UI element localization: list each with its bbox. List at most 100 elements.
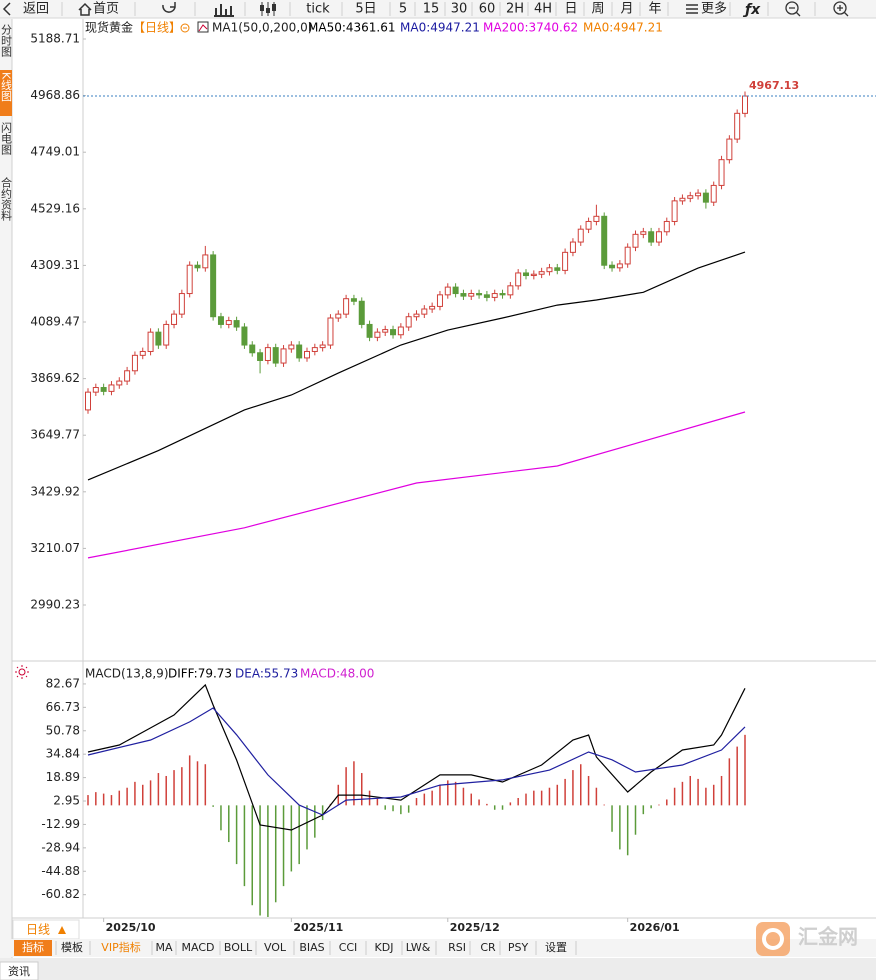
macd-bar (196, 761, 199, 806)
candle-body (710, 184, 717, 203)
macd-bar (142, 784, 144, 806)
candle-body (311, 347, 318, 352)
sidebar-tab[interactable]: 闪电图 (0, 121, 13, 156)
candle-icon-body (272, 4, 276, 11)
chart-title: 现货黄金 (85, 20, 133, 35)
y-tick-label: 34.84 (46, 747, 80, 761)
candle-body (374, 331, 381, 338)
macd-bar (298, 805, 300, 865)
macd-bar (634, 805, 637, 835)
candle-body (593, 215, 600, 222)
macd-bar (720, 775, 723, 806)
candle-body (655, 231, 662, 243)
footer-tab-bg[interactable] (0, 961, 39, 980)
indicator-tab[interactable]: VOL (264, 941, 287, 954)
toolbar-button[interactable]: 月 (620, 2, 633, 17)
toolbar-button[interactable]: tick (306, 2, 330, 17)
sidebar-tab[interactable]: 分时图 (0, 24, 13, 58)
macd-bar (454, 781, 457, 806)
toolbar-button[interactable]: 更多 (701, 1, 727, 17)
indicator-tab[interactable]: CR (480, 941, 496, 954)
macd-bar (486, 803, 488, 806)
macd-settings-rays (15, 665, 29, 679)
indicator-tab[interactable]: BIAS (299, 941, 324, 954)
macd-settings-icon[interactable] (18, 668, 26, 676)
more-icon[interactable] (686, 4, 698, 14)
candle-body (163, 323, 170, 346)
ma-icon[interactable] (197, 21, 209, 33)
active-indicator-tab (14, 940, 52, 956)
candle-body (147, 331, 154, 352)
toolbar-button[interactable]: 30 (451, 2, 468, 17)
macd-bar (314, 805, 316, 838)
legend-label: DEA:55.73 (235, 667, 298, 681)
toolbar-button[interactable]: 首页 (93, 2, 119, 17)
home-icon[interactable] (78, 2, 92, 16)
indicator-line (87, 411, 746, 559)
macd-bar (697, 778, 699, 806)
toolbar-button[interactable]: 4H (534, 2, 552, 17)
indicator-tab[interactable]: CCI (339, 941, 358, 954)
y-tick-label: 2990.23 (30, 598, 80, 612)
candle-body (131, 354, 138, 372)
candle-body (233, 320, 240, 328)
sidebar-tab[interactable]: K线图 (0, 72, 13, 102)
candle-body (350, 298, 357, 302)
indicator-tab[interactable]: PSY (508, 941, 529, 954)
toolbar-button[interactable]: 15 (423, 2, 440, 17)
candle-body (734, 112, 741, 140)
toolbar-button[interactable]: 5 (399, 2, 407, 17)
macd-bar (728, 758, 731, 806)
candle-body (264, 347, 271, 361)
zoom-out-icon[interactable] (785, 1, 799, 15)
macd-bar (188, 755, 191, 806)
indicator-tab[interactable]: 设置 (545, 941, 567, 954)
indicator-tab[interactable]: KDJ (375, 941, 394, 954)
toolbar-button[interactable]: 年 (648, 2, 661, 17)
sidebar-tab[interactable]: 合约资料 (0, 176, 13, 222)
macd-bar (368, 790, 371, 806)
bars-icon[interactable] (214, 4, 234, 17)
macd-bar (540, 790, 543, 806)
indicator-tab[interactable]: 模板 (61, 940, 83, 954)
fx-icon[interactable]: ƒx (742, 2, 761, 18)
macd-bar (165, 775, 167, 806)
toolbar-button[interactable]: 周 (591, 2, 604, 17)
zoom-in-icon[interactable] (833, 1, 847, 15)
candle-body (108, 384, 115, 392)
indicator-tab[interactable]: 指标 (22, 940, 44, 954)
candle-body (546, 267, 553, 273)
indicator-tab[interactable]: BOLL (224, 941, 253, 954)
indicator-tab[interactable]: MACD (182, 941, 215, 954)
macd-bar (509, 802, 512, 806)
footer-tab[interactable]: 资讯 (8, 965, 30, 978)
macd-bar (470, 793, 472, 806)
toolbar-button[interactable]: 60 (479, 2, 496, 17)
indicator-tab[interactable]: LW& (406, 941, 431, 954)
refresh-icon[interactable] (162, 2, 176, 13)
indicator-tab[interactable]: RSI (448, 941, 466, 954)
toolbar-button[interactable]: 返回 (23, 2, 49, 17)
back-icon[interactable] (2, 2, 11, 16)
candle-body (272, 347, 279, 364)
watermark-icon (756, 922, 790, 956)
macd-bar (267, 805, 269, 917)
candle-icon-body (266, 8, 270, 13)
toolbar-button[interactable]: 2H (506, 2, 524, 17)
macd-bar (282, 805, 285, 887)
period-button[interactable]: 日线 (26, 923, 50, 937)
candle-body (241, 326, 248, 346)
indicator-tab[interactable]: VIP指标 (101, 940, 140, 954)
y-tick-label: -12.99 (41, 817, 80, 831)
candle-body (648, 231, 655, 243)
candle-body (671, 200, 678, 222)
indicator-tab[interactable]: MA (155, 941, 172, 954)
settings-icon[interactable] (180, 23, 190, 33)
indicator-line (87, 251, 746, 481)
toolbar-button[interactable]: 5日 (355, 2, 376, 17)
y-tick-label: 3649.77 (30, 428, 80, 442)
macd-bar (744, 734, 746, 806)
legend-label: MA50:4361.61 (308, 21, 396, 35)
toolbar-button[interactable]: 日 (564, 2, 577, 17)
zoom-in-mark (837, 5, 849, 17)
